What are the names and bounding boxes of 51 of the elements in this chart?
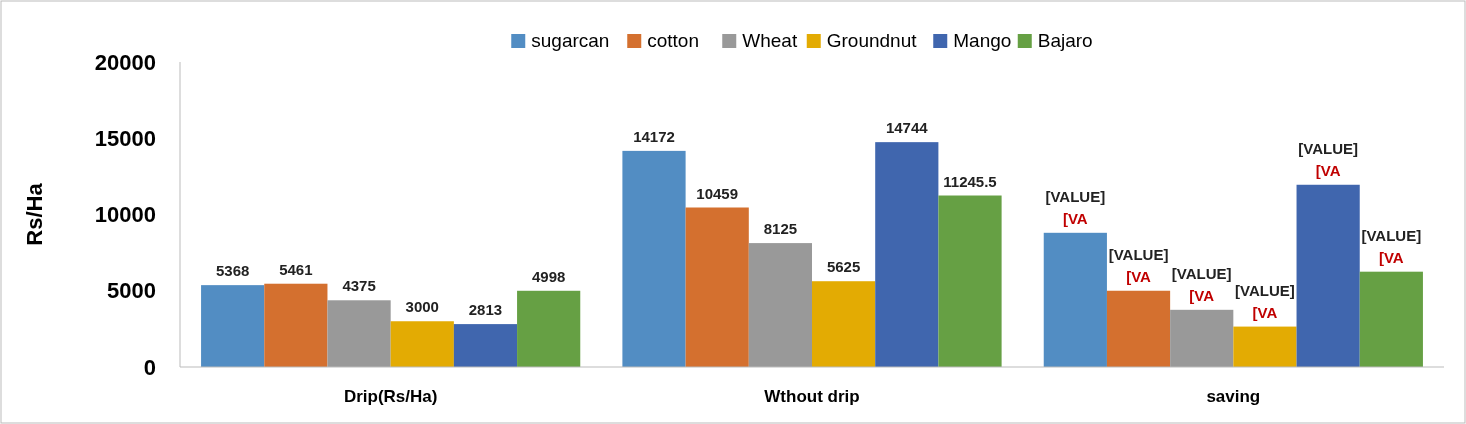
y-tick-label: 15000 <box>94 125 156 151</box>
bar <box>938 195 1002 367</box>
data-label: [VALUE] [VA <box>1045 187 1106 227</box>
data-label: 5461 <box>279 260 313 278</box>
x-tick-label: saving <box>1206 387 1261 406</box>
data-label: 14172 <box>633 127 675 145</box>
bar <box>1043 232 1107 367</box>
y-tick-label: 0 <box>143 354 156 380</box>
data-label: 4998 <box>531 267 566 285</box>
bar <box>453 324 518 367</box>
bar <box>748 243 812 367</box>
y-axis-title: Rs/Ha <box>22 182 47 246</box>
bar <box>875 142 939 367</box>
legend-label: Mango <box>953 30 1012 51</box>
legend-label: sugarcan <box>531 30 610 51</box>
y-tick-label: 5000 <box>107 278 156 304</box>
data-label: [VALUE] [VA <box>1361 226 1422 266</box>
x-tick-label: Wthout drip <box>764 387 860 406</box>
data-label: 3000 <box>405 298 439 316</box>
bar <box>264 283 328 367</box>
data-label: [VALUE] [VA <box>1171 264 1232 304</box>
data-label: [VALUE] [VA <box>1108 245 1169 285</box>
data-label: [VALUE] [VA <box>1235 281 1295 321</box>
data-label: 2813 <box>468 301 503 319</box>
data-label: 14744 <box>885 119 929 137</box>
y-tick-label: 10000 <box>94 202 156 228</box>
y-tick-label: 20000 <box>94 49 156 75</box>
legend-label: Wheat <box>742 30 798 51</box>
bar <box>517 290 581 367</box>
data-label: 4375 <box>342 277 376 295</box>
bar <box>1359 271 1423 367</box>
bar <box>327 300 391 367</box>
bar <box>1106 290 1171 367</box>
bar <box>201 285 265 367</box>
bar <box>812 281 876 367</box>
bar <box>622 150 686 367</box>
legend-label: Groundnut <box>826 30 918 51</box>
bar <box>685 207 749 367</box>
bar <box>390 321 454 367</box>
bar <box>1296 184 1360 367</box>
data-label: 8125 <box>763 220 798 238</box>
legend-label: cotton <box>647 30 700 51</box>
x-tick-label: Drip(Rs/Ha) <box>343 387 438 406</box>
data-label: 5368 <box>215 262 250 280</box>
bar <box>1233 326 1297 367</box>
data-label: 10459 <box>696 184 739 202</box>
data-label: 5625 <box>826 258 861 276</box>
data-label: [VALUE] [VA <box>1298 139 1358 179</box>
bar <box>1170 309 1234 367</box>
legend-label: Bajaro <box>1037 30 1093 51</box>
data-label: 11245.5 <box>943 172 997 190</box>
